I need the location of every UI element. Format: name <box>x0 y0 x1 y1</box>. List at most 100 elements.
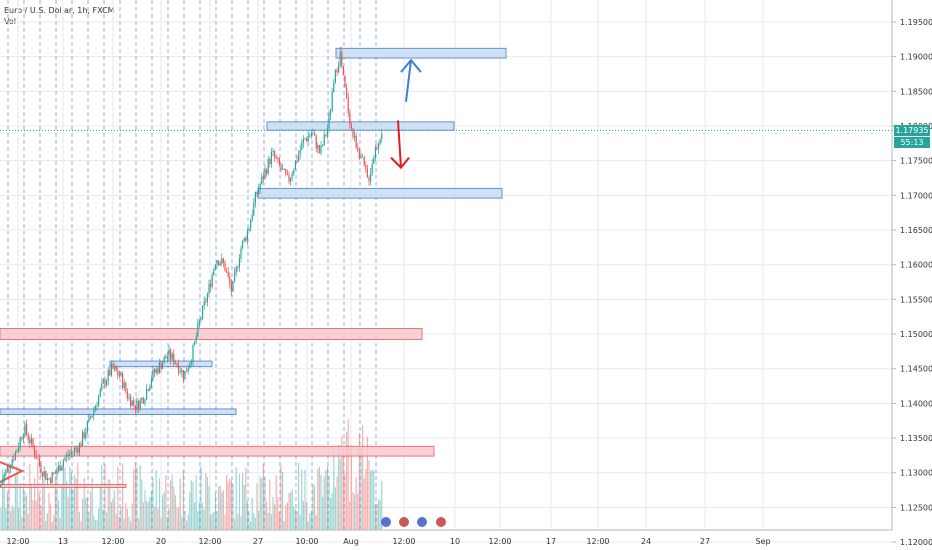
volume-bar <box>288 492 290 530</box>
volume-bar <box>198 501 200 530</box>
candle-body <box>186 371 188 372</box>
red-zone[interactable] <box>0 327 423 341</box>
volume-bar <box>122 463 124 530</box>
candle-body <box>240 248 242 259</box>
volume-bar <box>360 448 362 530</box>
candle-body <box>206 293 208 302</box>
grid-lines <box>0 0 892 543</box>
blue-zone[interactable] <box>257 187 503 199</box>
candle-body <box>165 356 167 359</box>
price-tick-label: 1.16500 <box>900 226 932 235</box>
candle-body <box>107 370 109 381</box>
blue-zone[interactable] <box>335 47 507 59</box>
volume-bar <box>3 475 5 530</box>
volume-bar <box>339 458 341 530</box>
candle-body <box>86 421 88 433</box>
candle-body <box>211 274 213 287</box>
time-tick-label: 20 <box>156 537 166 546</box>
candle-body <box>115 366 117 371</box>
volume-bar <box>102 509 104 530</box>
price-tick-label: 1.16000 <box>900 261 932 270</box>
candle-body <box>360 156 362 159</box>
blue-zone[interactable] <box>266 121 455 131</box>
volume-bar <box>229 478 231 530</box>
candle-body <box>304 138 306 140</box>
volume-bar <box>291 489 293 530</box>
volume-bar <box>98 508 100 530</box>
volume-bar <box>77 462 79 530</box>
candle-body <box>283 168 285 170</box>
candle-body <box>272 151 274 152</box>
time-axis[interactable]: 12:00 13 12:00 20 12:00 27 10:00 Aug 12:00 10 12:0… <box>0 529 892 546</box>
candle-body <box>170 349 172 360</box>
volume-bar <box>190 480 192 530</box>
volume-bar <box>66 481 68 530</box>
candlestick-series <box>0 46 892 488</box>
candle-body <box>227 271 229 277</box>
volume-bar <box>82 498 84 530</box>
volume-bar <box>264 476 266 530</box>
candle-body <box>74 447 76 452</box>
candle-body <box>373 157 375 164</box>
candle-body <box>54 473 56 474</box>
symbol-title[interactable]: Euro / U.S. Dollar, 1h, FXCM <box>4 6 115 15</box>
candle-body <box>250 220 252 229</box>
volume-bar <box>307 521 309 530</box>
candle-body <box>154 369 156 373</box>
volume-bar <box>64 468 66 530</box>
support-resistance-zones[interactable] <box>0 47 507 488</box>
candle-body <box>243 237 245 242</box>
candle-body <box>330 111 332 115</box>
candle-body <box>328 114 330 129</box>
price-tick-label: 1.17000 <box>900 191 932 200</box>
candle-body <box>6 465 8 470</box>
blue-zone[interactable] <box>0 408 237 415</box>
volume-bar <box>246 500 248 530</box>
candle-body <box>350 124 352 129</box>
volume-bar <box>30 483 32 530</box>
triangle-pattern-marker <box>0 461 25 483</box>
volume-bar <box>259 476 261 530</box>
red-zone[interactable] <box>0 445 435 457</box>
volume-bar <box>202 503 204 530</box>
volume-bar <box>158 478 160 530</box>
candle-body <box>181 370 183 373</box>
annotation-arrows[interactable] <box>381 58 446 527</box>
candle-body <box>299 150 301 155</box>
arrow-up-head <box>400 58 422 73</box>
candle-body <box>51 472 53 483</box>
time-tick-label: 10 <box>450 537 460 546</box>
volume-bar <box>254 517 256 530</box>
candle-body <box>13 459 15 461</box>
candle-body <box>182 370 184 380</box>
candle-body <box>179 372 181 374</box>
candle-body <box>11 459 13 467</box>
candle-body <box>150 379 152 387</box>
candle-body <box>248 228 250 231</box>
candle-body <box>56 471 58 474</box>
price-axis[interactable]: 1.195001.190001.185001.180001.175001.170… <box>891 0 932 547</box>
candle-body <box>210 283 212 287</box>
candle-body <box>24 424 26 436</box>
volume-bar <box>365 469 367 530</box>
candle-body <box>333 82 335 92</box>
candle-body <box>370 173 372 182</box>
volume-bar <box>48 492 50 530</box>
economic-event-icon <box>399 517 409 527</box>
price-tick-label: 1.14000 <box>900 399 932 408</box>
volume-bar <box>59 517 61 530</box>
volume-bar <box>43 472 45 530</box>
volume-bar <box>91 477 93 530</box>
candle-body <box>259 184 261 190</box>
volume-bar <box>5 507 7 530</box>
candle-body <box>173 353 175 364</box>
candle-body <box>27 434 29 440</box>
candle-body <box>230 283 232 292</box>
volume-bar <box>331 492 333 530</box>
volume-bar <box>179 478 181 530</box>
candle-body <box>21 437 23 439</box>
volume-bar <box>80 520 82 530</box>
volume-bar <box>69 467 71 530</box>
red-zone[interactable] <box>0 483 127 488</box>
